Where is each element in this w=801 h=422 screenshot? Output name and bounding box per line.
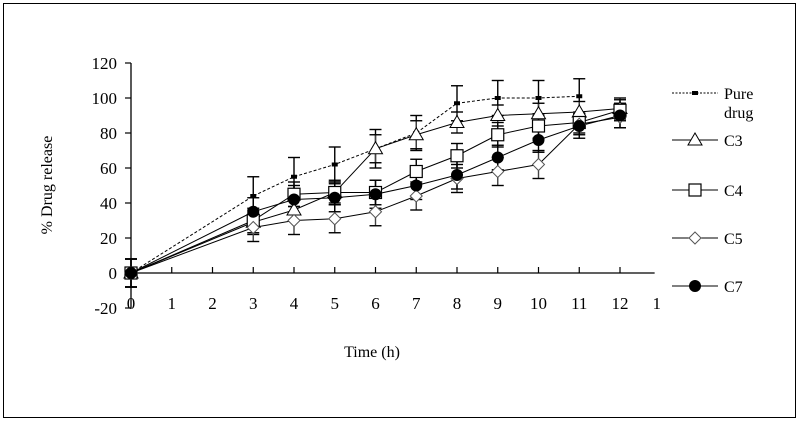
x-tick-label: 11 — [571, 294, 587, 313]
y-tick-label: 20 — [100, 229, 117, 248]
data-point-c4 — [531, 119, 546, 133]
legend: Pure drug C3 C4 C5 C7 — [672, 86, 753, 296]
chart-frame — [3, 3, 796, 418]
legend-item-c5: C5 — [672, 231, 743, 248]
x-tick-label: 4 — [290, 294, 299, 313]
data-point-c3 — [449, 114, 465, 128]
x-axis-title: Time (h) — [344, 344, 400, 361]
data-point-c4 — [450, 149, 464, 163]
legend-label: C7 — [724, 279, 743, 296]
data-point-c7 — [614, 109, 626, 122]
data-point-c5 — [246, 220, 260, 235]
y-tick-label: 40 — [100, 194, 117, 213]
y-tick-label: 100 — [92, 89, 118, 108]
data-point-c7 — [369, 188, 382, 201]
legend-label: C5 — [724, 231, 743, 248]
legend-label: Pure — [724, 86, 753, 103]
data-point-c4 — [409, 164, 423, 179]
error-bars — [125, 78, 626, 288]
y-tick-label: 120 — [92, 54, 118, 73]
x-tick-label: 0 — [127, 294, 136, 313]
data-point-pure-drug — [454, 101, 460, 106]
data-point-c5 — [491, 164, 505, 179]
legend-item-c3: C3 — [672, 132, 743, 150]
y-tick-label: 60 — [100, 159, 117, 178]
x-tick-label: 1 — [168, 294, 177, 313]
series-line-pure-drug — [130, 95, 580, 274]
data-point-c5 — [328, 212, 342, 226]
data-point-pure-drug — [331, 162, 338, 167]
data-point-c4 — [491, 128, 505, 142]
legend-marker-c7 — [689, 280, 701, 292]
data-point-c5 — [287, 213, 301, 228]
series-markers — [123, 94, 628, 280]
legend-marker-c3 — [687, 132, 703, 146]
data-point-pure-drug — [576, 94, 583, 99]
legend-item-c7: C7 — [672, 279, 743, 296]
data-point-c7 — [573, 120, 586, 132]
x-tick-label: 8 — [453, 294, 462, 313]
x-tick-label: 2 — [208, 294, 217, 313]
legend-item-c4: C4 — [672, 183, 743, 200]
data-point-c3 — [489, 107, 506, 121]
data-point-c7 — [451, 169, 463, 181]
data-point-pure-drug — [494, 96, 501, 100]
data-point-pure-drug — [250, 194, 257, 198]
y-tick-label: -20 — [94, 299, 117, 318]
data-point-c5 — [368, 205, 383, 219]
data-point-c3 — [367, 140, 384, 155]
x-tick-label: 3 — [249, 294, 258, 313]
data-point-c3 — [408, 126, 425, 141]
legend-label: C3 — [724, 133, 743, 150]
data-point-c3 — [530, 105, 547, 120]
data-point-c5 — [409, 189, 423, 203]
data-point-c7 — [532, 134, 545, 146]
legend-marker-c5 — [688, 231, 702, 245]
x-tick-label: 9 — [494, 294, 503, 313]
x-tick-label: 1 — [653, 294, 662, 313]
x-tick-label: 12 — [612, 294, 629, 313]
data-point-c3 — [571, 104, 588, 118]
y-axis-title: % Drug release — [39, 136, 56, 235]
data-point-c7 — [125, 267, 137, 279]
data-point-pure-drug — [291, 174, 297, 179]
y-tick-label: 0 — [109, 264, 118, 283]
x-tick-label: 10 — [530, 294, 547, 313]
data-point-c7 — [288, 193, 300, 206]
data-point-pure-drug — [535, 96, 542, 100]
legend-item-pure-drug: Pure drug — [672, 86, 753, 122]
legend-label: drug — [724, 105, 753, 122]
data-point-c5 — [531, 157, 546, 172]
x-tick-label: 6 — [371, 294, 380, 313]
data-point-c7 — [247, 205, 260, 218]
x-tick-label: 7 — [412, 294, 421, 313]
y-tick-label: 80 — [100, 124, 117, 143]
data-point-c7 — [328, 191, 341, 204]
legend-marker-c4 — [688, 183, 702, 197]
data-point-c7 — [491, 151, 504, 164]
legend-marker-pure-drug — [692, 91, 698, 95]
x-tick-label: 5 — [331, 294, 340, 313]
legend-label: C4 — [724, 183, 743, 200]
data-point-c7 — [410, 179, 423, 192]
